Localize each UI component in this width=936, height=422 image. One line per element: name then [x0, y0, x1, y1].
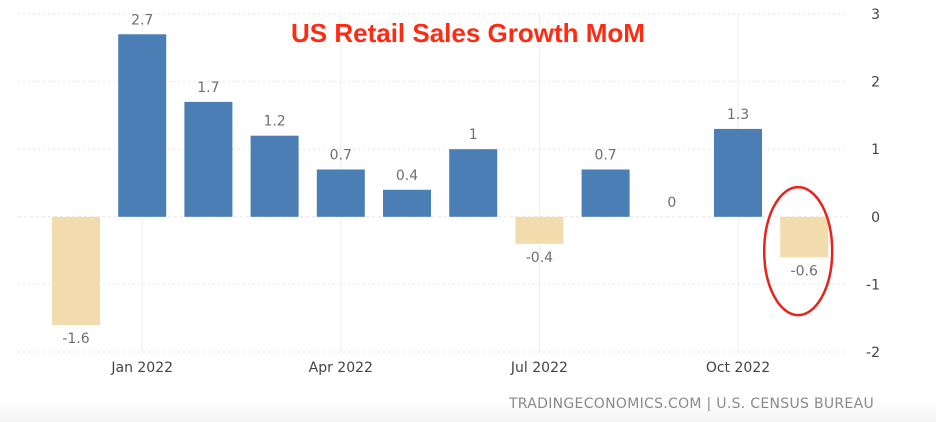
data-label: 1.3 — [727, 107, 749, 123]
highlight-ellipse — [762, 185, 834, 317]
y-axis: 3 2 1 0 -1 -2 — [866, 7, 880, 361]
x-tick-label: Oct 2022 — [706, 360, 770, 376]
bar — [449, 149, 498, 217]
x-tick-label: Jan 2022 — [110, 360, 173, 376]
y-tick-label: 3 — [871, 7, 880, 23]
y-tick-label: 1 — [871, 142, 880, 158]
data-label: 0 — [667, 195, 676, 211]
x-tick-label: Apr 2022 — [309, 360, 373, 376]
data-label: 0.4 — [396, 168, 418, 184]
bar — [383, 189, 431, 217]
y-tick-label: 0 — [871, 210, 880, 226]
data-label: 0.7 — [594, 147, 616, 163]
bar — [184, 101, 233, 217]
y-tick-label: -2 — [866, 345, 880, 361]
highlight-layer — [762, 185, 834, 317]
bar — [118, 34, 167, 217]
bar — [250, 135, 299, 217]
data-label: 1 — [469, 127, 478, 143]
bar — [780, 216, 829, 258]
bar — [581, 169, 630, 217]
chart-title: US Retail Sales Growth MoM — [291, 18, 645, 48]
x-axis: Jan 2022 Apr 2022 Jul 2022 Oct 2022 — [110, 360, 770, 376]
footer-band — [0, 400, 936, 422]
y-tick-label: -1 — [866, 277, 880, 293]
x-tick-label: Jul 2022 — [510, 360, 568, 376]
data-label: -0.4 — [526, 250, 553, 266]
data-label: 1.7 — [197, 80, 219, 96]
data-label: -0.6 — [791, 263, 818, 279]
bar — [515, 216, 564, 244]
source-credit: TRADINGECONOMICS.COM | U.S. CENSUS BUREA… — [508, 396, 874, 412]
data-label: 2.7 — [131, 12, 153, 28]
bar — [316, 169, 365, 217]
data-label: 1.2 — [263, 114, 285, 130]
data-label: -1.6 — [62, 331, 89, 347]
y-tick-label: 2 — [871, 75, 880, 91]
bar — [52, 216, 100, 325]
bars — [52, 34, 829, 325]
bar — [714, 128, 762, 217]
data-labels: -1.6 2.7 1.7 1.2 0.7 0.4 1 -0.4 0.7 0 1.3 -0.6 — [62, 12, 818, 347]
data-label: 0.7 — [330, 147, 352, 163]
